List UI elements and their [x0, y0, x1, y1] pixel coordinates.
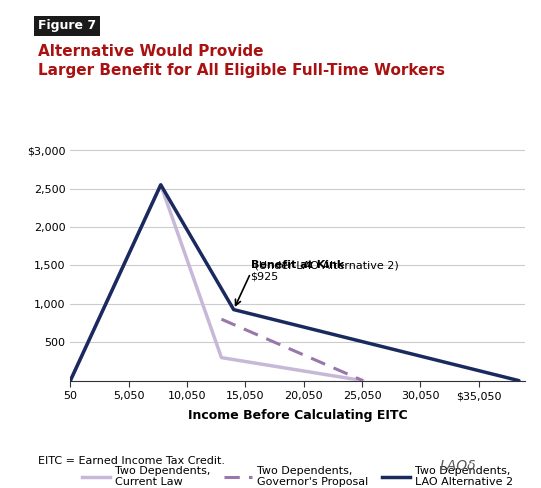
Text: Figure 7: Figure 7 — [38, 20, 96, 32]
Text: $925: $925 — [250, 271, 279, 281]
X-axis label: Income Before Calculating EITC: Income Before Calculating EITC — [188, 409, 407, 423]
Text: EITC = Earned Income Tax Credit.: EITC = Earned Income Tax Credit. — [38, 456, 225, 466]
Text: LAOδ: LAOδ — [439, 459, 476, 473]
Text: Alternative Would Provide
Larger Benefit for All Eligible Full-Time Workers: Alternative Would Provide Larger Benefit… — [38, 44, 445, 78]
Text: (Under LAO Alternative 2): (Under LAO Alternative 2) — [252, 260, 399, 270]
Legend: Two Dependents,
Current Law, Two Dependents,
Governor's Proposal, Two Dependents: Two Dependents, Current Law, Two Depende… — [77, 461, 518, 488]
Text: Benefit at Kink: Benefit at Kink — [250, 260, 344, 270]
